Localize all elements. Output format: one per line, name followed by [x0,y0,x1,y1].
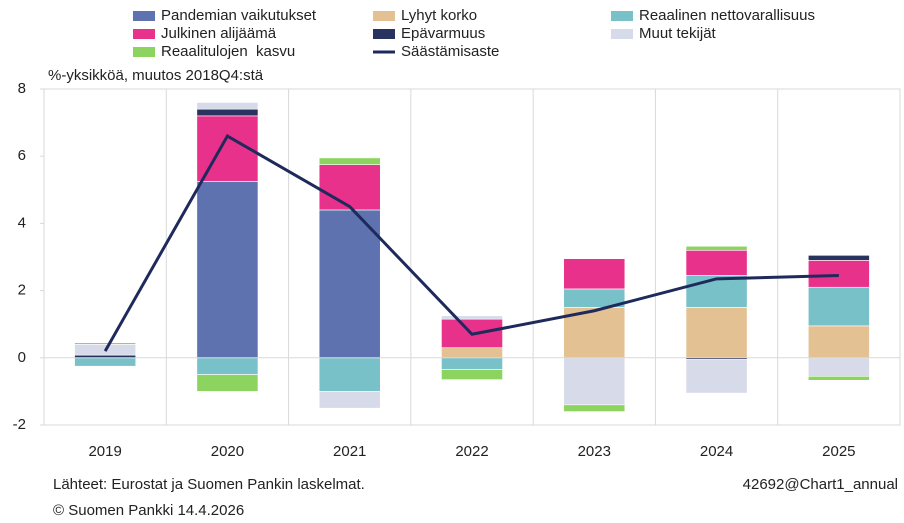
legend-label: Muut tekijät [639,25,717,42]
bar-segment [196,374,259,392]
legend-label: Säästämisaste [401,43,499,60]
bar-segment [196,102,259,110]
bar-segment [318,357,381,392]
y-tick-label: 4 [18,214,26,231]
legend-swatch [373,29,395,39]
x-tick-label: 2019 [88,443,121,460]
bar-segment [196,181,259,359]
y-tick-label: 6 [18,147,26,164]
legend-label: Julkinen alijäämä [161,25,277,42]
bar-segment [563,357,626,406]
x-tick-label: 2025 [822,443,855,460]
bar-segment [74,342,137,345]
legend-label: Pandemian vaikutukset [161,7,317,24]
legend-swatch [373,11,395,21]
bar-segment [441,369,503,380]
y-tick-label: -2 [13,416,26,433]
y-tick-label: 2 [18,282,26,299]
bar-segment [807,260,870,288]
legend-swatch [133,47,155,57]
bar-segment [441,357,503,370]
legend-label: Reaalinen nettovarallisuus [639,7,815,24]
bar-segment [318,209,381,359]
bar-segment [807,286,870,327]
legend-swatch [133,29,155,39]
x-tick-label: 2024 [700,443,733,460]
x-tick-label: 2022 [455,443,488,460]
bar-segment [563,258,626,290]
y-axis-label: %-yksikköä, muutos 2018Q4:stä [48,67,264,84]
legend-swatch [611,11,633,21]
legend-label: Lyhyt korko [401,7,477,24]
copyright: © Suomen Pankki 14.4.2026 [53,502,244,519]
bar-segment [441,347,503,359]
plot-frame [43,88,901,426]
legend-label: Reaalitulojen kasvu [161,43,295,60]
legend-swatch [133,11,155,21]
bar-segment [196,357,259,375]
x-tick-label: 2020 [211,443,244,460]
bar-segment [807,255,870,261]
bar-segment [441,315,503,320]
bar-segment [74,357,137,367]
legend-swatch [611,29,633,39]
bar-segment [807,325,870,359]
bar-segment [196,108,259,117]
bar-segment [685,249,748,276]
bar-segment [685,307,748,359]
bar-segment [563,404,626,412]
legend-label: Epävarmuus [401,25,485,42]
bar-segment [685,359,748,394]
y-tick-label: 0 [18,349,26,366]
bar-segment [685,245,748,251]
x-tick-label: 2023 [578,443,611,460]
bar-segment [318,164,381,211]
bar-segment [807,375,870,381]
line-series [103,133,839,352]
bar-segment [318,157,381,165]
source: Lähteet: Eurostat ja Suomen Pankin laske… [53,476,365,493]
bar-segment [318,391,381,409]
bar-segment [807,357,870,377]
y-tick-label: 8 [18,80,26,97]
chart-id: 42692@Chart1_annual [743,476,898,493]
x-tick-label: 2021 [333,443,366,460]
